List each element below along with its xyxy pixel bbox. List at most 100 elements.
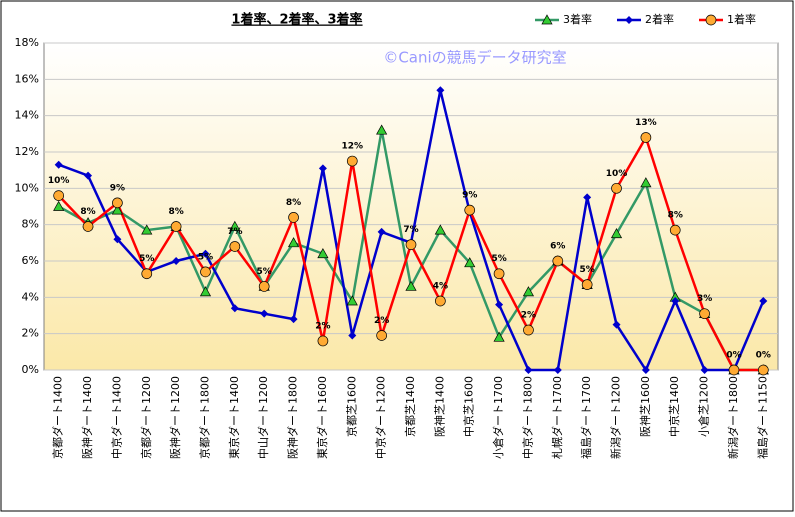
marker [82, 221, 94, 232]
data-label: 3% [697, 294, 712, 304]
x-tick-label: 福島ダート1150 [755, 376, 769, 459]
x-tick-label: 小倉ダート1700 [491, 376, 505, 459]
marker [287, 237, 300, 248]
x-tick-label: 京都ダート1200 [139, 376, 153, 459]
marker [199, 286, 212, 297]
x-tick-label: 中京芝1600 [462, 376, 476, 437]
y-tick-label: 2% [22, 327, 39, 340]
marker [522, 286, 535, 297]
data-label: 7% [403, 225, 418, 235]
marker [346, 295, 358, 306]
plot-area [43, 42, 779, 371]
data-label: 0% [726, 351, 741, 361]
marker [553, 366, 562, 374]
marker [759, 296, 768, 305]
y-tick-label: 4% [22, 290, 39, 303]
marker [258, 281, 270, 292]
marker [53, 200, 65, 211]
marker [201, 249, 210, 258]
marker [612, 320, 621, 329]
marker [523, 324, 534, 336]
marker [111, 204, 123, 215]
data-label: 8% [80, 207, 95, 217]
marker [611, 182, 622, 194]
x-tick-label: 中京芝1400 [667, 376, 681, 437]
x-tick-label: 阪神ダート1800 [286, 376, 300, 459]
x-tick-label: 中京ダート1800 [520, 376, 534, 459]
data-label: 2% [521, 311, 536, 321]
data-label: 7% [227, 227, 242, 237]
marker [757, 364, 769, 376]
marker [141, 224, 153, 235]
marker [112, 197, 123, 209]
marker [669, 224, 681, 236]
marker [53, 190, 65, 201]
x-tick-label: 新潟ダート1200 [609, 376, 623, 459]
y-tick-label: 8% [22, 218, 39, 231]
marker [317, 248, 329, 259]
x-tick-label: 京都ダート1800 [197, 376, 211, 459]
marker [377, 227, 386, 236]
y-tick-label: 16% [15, 72, 39, 85]
x-tick-label: 京都芝1600 [344, 376, 358, 437]
marker [610, 228, 623, 239]
marker [288, 212, 299, 223]
marker [625, 16, 633, 24]
marker [641, 366, 650, 374]
legend-label: 2着率 [645, 12, 674, 26]
x-tick-label: 中山ダート1200 [256, 376, 270, 459]
marker [376, 330, 387, 341]
x-tick-label: 京都芝1400 [403, 376, 417, 437]
marker [200, 266, 211, 278]
marker [346, 155, 358, 167]
y-tick-label: 12% [15, 145, 39, 158]
marker [289, 315, 298, 324]
marker [552, 255, 564, 267]
marker [541, 14, 553, 25]
marker [141, 268, 153, 280]
marker [229, 241, 241, 252]
marker [728, 364, 740, 376]
marker [434, 224, 446, 235]
data-label: 13% [635, 118, 657, 128]
x-tick-label: 新潟ダート1800 [726, 376, 740, 459]
data-label: 9% [110, 183, 125, 193]
x-tick-label: 札幌ダート1700 [550, 376, 564, 459]
marker [405, 239, 417, 250]
chart-title: 1着率、2着率、3着率 [231, 12, 362, 28]
marker [376, 124, 388, 135]
data-label: 5% [580, 265, 595, 275]
marker [436, 86, 445, 95]
y-tick-label: 18% [15, 36, 39, 49]
x-tick-label: 阪神ダート1400 [80, 376, 94, 459]
data-label: 5% [257, 267, 272, 277]
data-label: 8% [668, 211, 683, 221]
data-label: 2% [315, 321, 330, 331]
marker [54, 160, 63, 169]
x-tick-label: 東京ダート1400 [227, 376, 241, 459]
marker [260, 309, 269, 318]
marker [705, 14, 717, 26]
x-tick-label: 阪神ダート1200 [168, 376, 182, 459]
marker [581, 279, 593, 290]
marker [671, 296, 680, 305]
x-tick-label: 京都ダート1400 [51, 376, 65, 459]
marker [700, 366, 709, 374]
watermark: ©Caniの競馬データ研究室 [383, 49, 566, 67]
data-label: 10% [606, 169, 628, 179]
marker [640, 177, 652, 188]
marker [172, 257, 181, 265]
y-tick-label: 14% [15, 109, 39, 122]
y-tick-label: 10% [15, 181, 39, 194]
data-label: 2% [374, 316, 389, 326]
marker [464, 257, 476, 268]
x-tick-label: 福島ダート1700 [579, 376, 593, 459]
x-tick-label: 阪神芝1600 [638, 376, 652, 437]
legend-label: 3着率 [563, 12, 592, 26]
marker [317, 335, 329, 347]
marker [493, 331, 505, 342]
data-label: 5% [139, 254, 154, 264]
marker [435, 295, 446, 307]
x-tick-label: 阪神芝1400 [432, 376, 446, 437]
